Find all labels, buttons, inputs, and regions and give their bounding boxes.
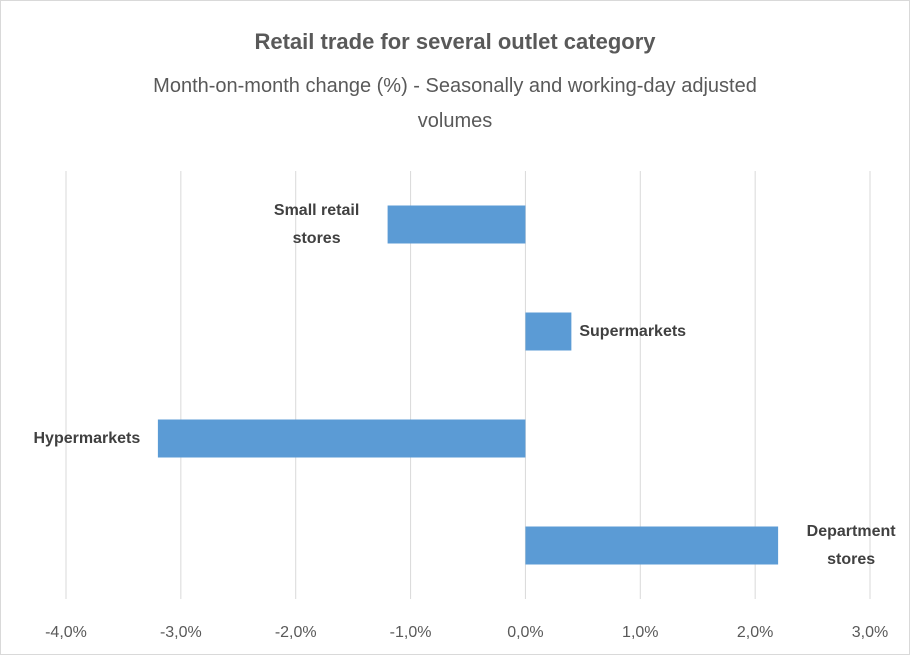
x-tick-label: 3,0% xyxy=(852,624,888,641)
x-tick-label: -3,0% xyxy=(160,624,202,641)
category-label: Supermarkets xyxy=(579,322,687,340)
bar xyxy=(387,205,526,244)
bar xyxy=(157,419,526,458)
bar xyxy=(525,526,779,565)
category-label: Hypermarkets xyxy=(33,429,141,447)
x-tick-label: 1,0% xyxy=(622,624,658,641)
x-tick-label: -2,0% xyxy=(275,624,317,641)
bar xyxy=(525,312,572,351)
x-tick-label: 2,0% xyxy=(737,624,773,641)
category-label: Small retail stores xyxy=(273,201,360,247)
chart-subtitle: Month-on-month change (%) - Seasonally a… xyxy=(153,75,757,132)
x-tick-label: -1,0% xyxy=(390,624,432,641)
chart-title: Retail trade for several outlet category xyxy=(254,29,656,54)
x-tick-label: -4,0% xyxy=(45,624,87,641)
category-label: Department stores xyxy=(806,522,896,568)
x-tick-label: 0,0% xyxy=(507,624,543,641)
